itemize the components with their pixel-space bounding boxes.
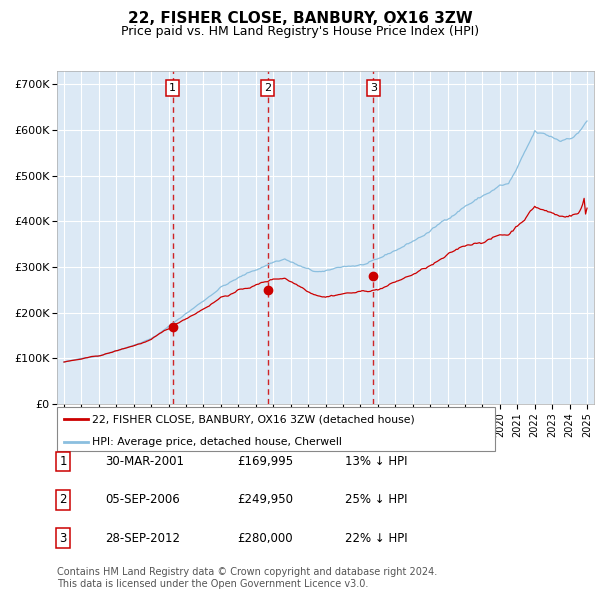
Text: 2: 2	[264, 83, 271, 93]
Text: 25% ↓ HPI: 25% ↓ HPI	[345, 493, 407, 506]
Text: 1: 1	[59, 455, 67, 468]
Text: 22, FISHER CLOSE, BANBURY, OX16 3ZW: 22, FISHER CLOSE, BANBURY, OX16 3ZW	[128, 11, 472, 25]
Text: 3: 3	[370, 83, 377, 93]
Text: HPI: Average price, detached house, Cherwell: HPI: Average price, detached house, Cher…	[92, 437, 342, 447]
Text: 22% ↓ HPI: 22% ↓ HPI	[345, 532, 407, 545]
Text: 28-SEP-2012: 28-SEP-2012	[105, 532, 180, 545]
Text: 22, FISHER CLOSE, BANBURY, OX16 3ZW (detached house): 22, FISHER CLOSE, BANBURY, OX16 3ZW (det…	[92, 414, 415, 424]
Text: £249,950: £249,950	[237, 493, 293, 506]
Text: 1: 1	[169, 83, 176, 93]
Text: 05-SEP-2006: 05-SEP-2006	[105, 493, 180, 506]
Text: £169,995: £169,995	[237, 455, 293, 468]
Text: Contains HM Land Registry data © Crown copyright and database right 2024.
This d: Contains HM Land Registry data © Crown c…	[57, 567, 437, 589]
Text: 30-MAR-2001: 30-MAR-2001	[105, 455, 184, 468]
Text: 13% ↓ HPI: 13% ↓ HPI	[345, 455, 407, 468]
Text: Price paid vs. HM Land Registry's House Price Index (HPI): Price paid vs. HM Land Registry's House …	[121, 25, 479, 38]
Text: 2: 2	[59, 493, 67, 506]
FancyBboxPatch shape	[57, 407, 495, 451]
Text: £280,000: £280,000	[237, 532, 293, 545]
Text: 3: 3	[59, 532, 67, 545]
